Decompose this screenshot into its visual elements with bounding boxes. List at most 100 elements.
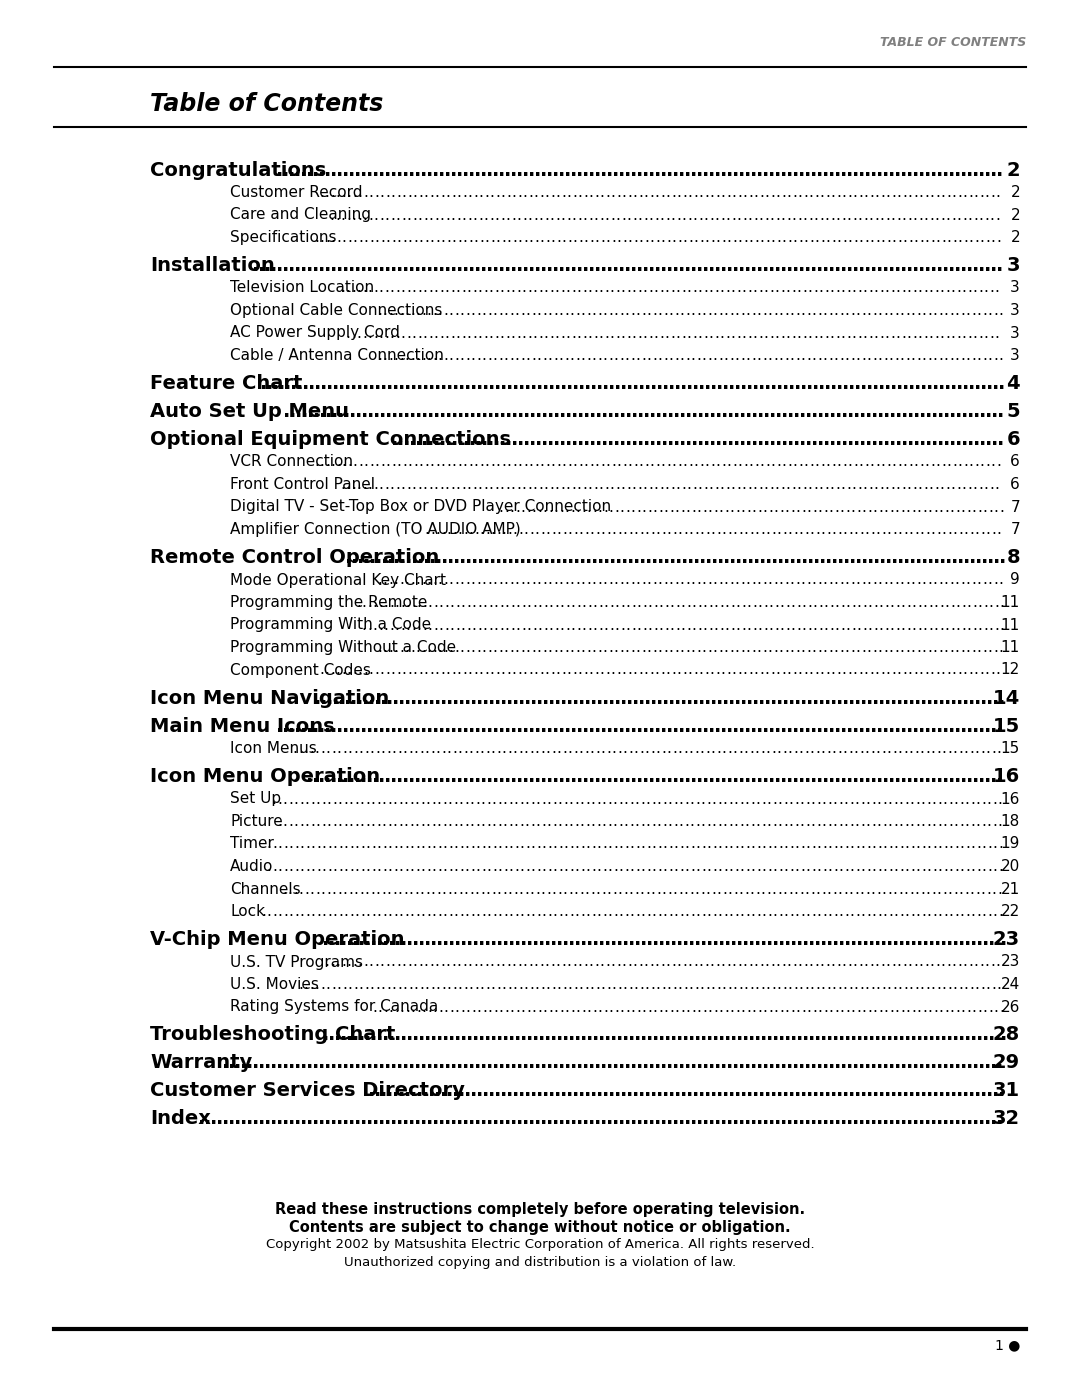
Text: .: . — [540, 522, 545, 536]
Text: .: . — [484, 954, 489, 970]
Text: .: . — [570, 256, 578, 275]
Text: .: . — [746, 999, 751, 1014]
Text: .: . — [570, 767, 578, 787]
Text: .: . — [855, 1025, 863, 1045]
Text: .: . — [852, 281, 856, 296]
Text: .: . — [396, 1109, 404, 1129]
Text: .: . — [802, 476, 807, 492]
Text: .: . — [941, 184, 946, 200]
Text: .: . — [787, 522, 793, 536]
Text: .: . — [564, 640, 569, 655]
Text: .: . — [717, 814, 721, 828]
Text: .: . — [912, 717, 919, 735]
Text: .: . — [905, 904, 909, 919]
Text: .: . — [656, 402, 662, 420]
Text: .: . — [744, 814, 750, 828]
Text: .: . — [980, 184, 984, 200]
Text: .: . — [454, 904, 459, 919]
Text: .: . — [988, 617, 994, 633]
Text: .: . — [282, 717, 288, 735]
Text: .: . — [872, 792, 876, 806]
Text: .: . — [491, 161, 499, 179]
Text: .: . — [647, 348, 651, 363]
Text: .: . — [740, 640, 745, 655]
Text: .: . — [825, 662, 831, 678]
Text: .: . — [576, 303, 580, 319]
Text: .: . — [966, 999, 971, 1014]
Text: .: . — [570, 595, 576, 610]
Text: .: . — [498, 717, 504, 735]
Text: .: . — [562, 231, 566, 244]
Text: .: . — [299, 814, 303, 828]
Text: .: . — [490, 522, 496, 536]
Text: .: . — [721, 231, 726, 244]
Text: .: . — [380, 231, 384, 244]
Text: .: . — [922, 595, 928, 610]
Text: .: . — [379, 208, 384, 222]
Text: .: . — [864, 954, 868, 970]
Text: .: . — [400, 1025, 407, 1045]
Text: .: . — [316, 904, 321, 919]
Text: .: . — [409, 859, 415, 875]
Text: .: . — [282, 1053, 289, 1073]
Text: .: . — [386, 184, 390, 200]
Text: .: . — [810, 1053, 816, 1073]
Text: .: . — [800, 837, 805, 852]
Text: .: . — [473, 662, 478, 678]
Text: .: . — [375, 454, 379, 469]
Text: .: . — [920, 792, 926, 806]
Text: .: . — [643, 430, 650, 448]
Text: .: . — [591, 814, 595, 828]
Text: .: . — [705, 882, 711, 897]
Text: .: . — [787, 231, 792, 244]
Text: .: . — [572, 662, 577, 678]
Text: Auto Set Up Menu: Auto Set Up Menu — [150, 402, 349, 420]
Text: .: . — [622, 977, 627, 992]
Text: .: . — [327, 930, 335, 949]
Text: .: . — [541, 430, 549, 448]
Text: .: . — [713, 640, 717, 655]
Text: .: . — [588, 476, 593, 492]
Text: .: . — [624, 767, 632, 787]
Text: .: . — [927, 837, 931, 852]
Text: .: . — [508, 977, 512, 992]
Text: .: . — [559, 617, 565, 633]
Text: .: . — [676, 954, 681, 970]
Text: .: . — [704, 231, 710, 244]
Text: .: . — [498, 1053, 505, 1073]
Text: .: . — [832, 930, 839, 949]
Text: .: . — [305, 837, 310, 852]
Text: .: . — [958, 231, 962, 244]
Text: .: . — [834, 303, 839, 319]
Text: .: . — [962, 281, 967, 296]
Text: .: . — [942, 740, 947, 756]
Text: .: . — [731, 161, 739, 179]
Text: .: . — [712, 859, 717, 875]
Text: Read these instructions completely before operating television.: Read these instructions completely befor… — [275, 1201, 805, 1217]
Text: .: . — [511, 476, 515, 492]
Text: .: . — [402, 717, 409, 735]
Text: .: . — [752, 374, 759, 393]
Text: .: . — [824, 595, 828, 610]
Text: .: . — [283, 904, 288, 919]
Text: .: . — [472, 617, 476, 633]
Text: .: . — [474, 977, 478, 992]
Text: .: . — [494, 617, 498, 633]
Text: .: . — [997, 430, 1004, 448]
Text: .: . — [673, 402, 680, 420]
Text: .: . — [935, 184, 940, 200]
Text: .: . — [930, 954, 934, 970]
Text: .: . — [424, 740, 430, 756]
Text: .: . — [936, 740, 941, 756]
Text: .: . — [839, 573, 845, 588]
Text: .: . — [854, 374, 862, 393]
Text: .: . — [610, 1025, 617, 1045]
Text: .: . — [638, 184, 643, 200]
Text: .: . — [989, 161, 997, 179]
Text: .: . — [801, 1025, 809, 1045]
Text: .: . — [363, 548, 370, 567]
Text: .: . — [729, 573, 734, 588]
Text: .: . — [891, 184, 896, 200]
Text: .: . — [357, 954, 363, 970]
Text: .: . — [535, 767, 542, 787]
